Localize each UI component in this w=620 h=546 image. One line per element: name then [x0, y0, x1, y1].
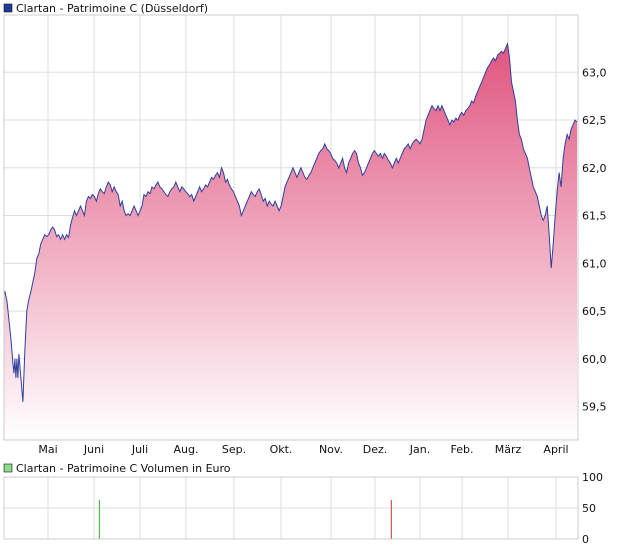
- volume-axis-ticks: 0 50 100: [582, 471, 603, 546]
- legend-swatch-price: [3, 3, 13, 13]
- x-tick-label: Juni: [83, 443, 104, 456]
- price-area: [4, 43, 577, 440]
- y-tick-label: 62,5: [582, 114, 607, 127]
- y-tick-label: 59,5: [582, 401, 607, 414]
- x-tick-label: Mai: [38, 443, 57, 456]
- x-tick-label: Dez.: [363, 443, 388, 456]
- price-line: [3, 41, 578, 402]
- x-tick-label: März: [495, 443, 522, 456]
- y-tick-label: 62,0: [582, 162, 607, 175]
- volume-frame: [3, 476, 579, 540]
- vol-y-tick-label: 100: [582, 471, 603, 484]
- x-tick-label: Nov.: [319, 443, 343, 456]
- vol-y-tick-label: 50: [582, 502, 596, 515]
- x-tick-label: Sep.: [222, 443, 246, 456]
- y-axis-ticks: 59,5 60,0 60,5 61,0 61,5 62,0 62,5 63,0: [582, 66, 607, 413]
- y-tick-label: 60,0: [582, 353, 607, 366]
- y-tick-label: 61,0: [582, 257, 607, 270]
- x-tick-label: Okt.: [270, 443, 293, 456]
- legend-swatch-volume: [3, 463, 13, 473]
- legend-price: Clartan - Patrimoine C (Düsseldorf): [16, 2, 208, 15]
- x-tick-label: Jan.: [409, 443, 430, 456]
- y-tick-label: 61,5: [582, 210, 607, 223]
- x-tick-label: Feb.: [451, 443, 474, 456]
- y-tick-label: 63,0: [582, 66, 607, 79]
- x-tick-label: Aug.: [174, 443, 199, 456]
- x-tick-label: April: [543, 443, 568, 456]
- legend-volume: Clartan - Patrimoine C Volumen in Euro: [16, 462, 231, 475]
- x-axis-ticks: Mai Juni Juli Aug. Sep. Okt. Nov. Dez. Jan. Feb. M…: [38, 443, 568, 456]
- main-frame: [3, 14, 579, 441]
- y-tick-label: 60,5: [582, 305, 607, 318]
- volume-bars: [98, 499, 392, 539]
- x-tick-label: Juli: [131, 443, 148, 456]
- vol-y-tick-label: 0: [582, 533, 589, 546]
- volume-grid: [4, 476, 578, 540]
